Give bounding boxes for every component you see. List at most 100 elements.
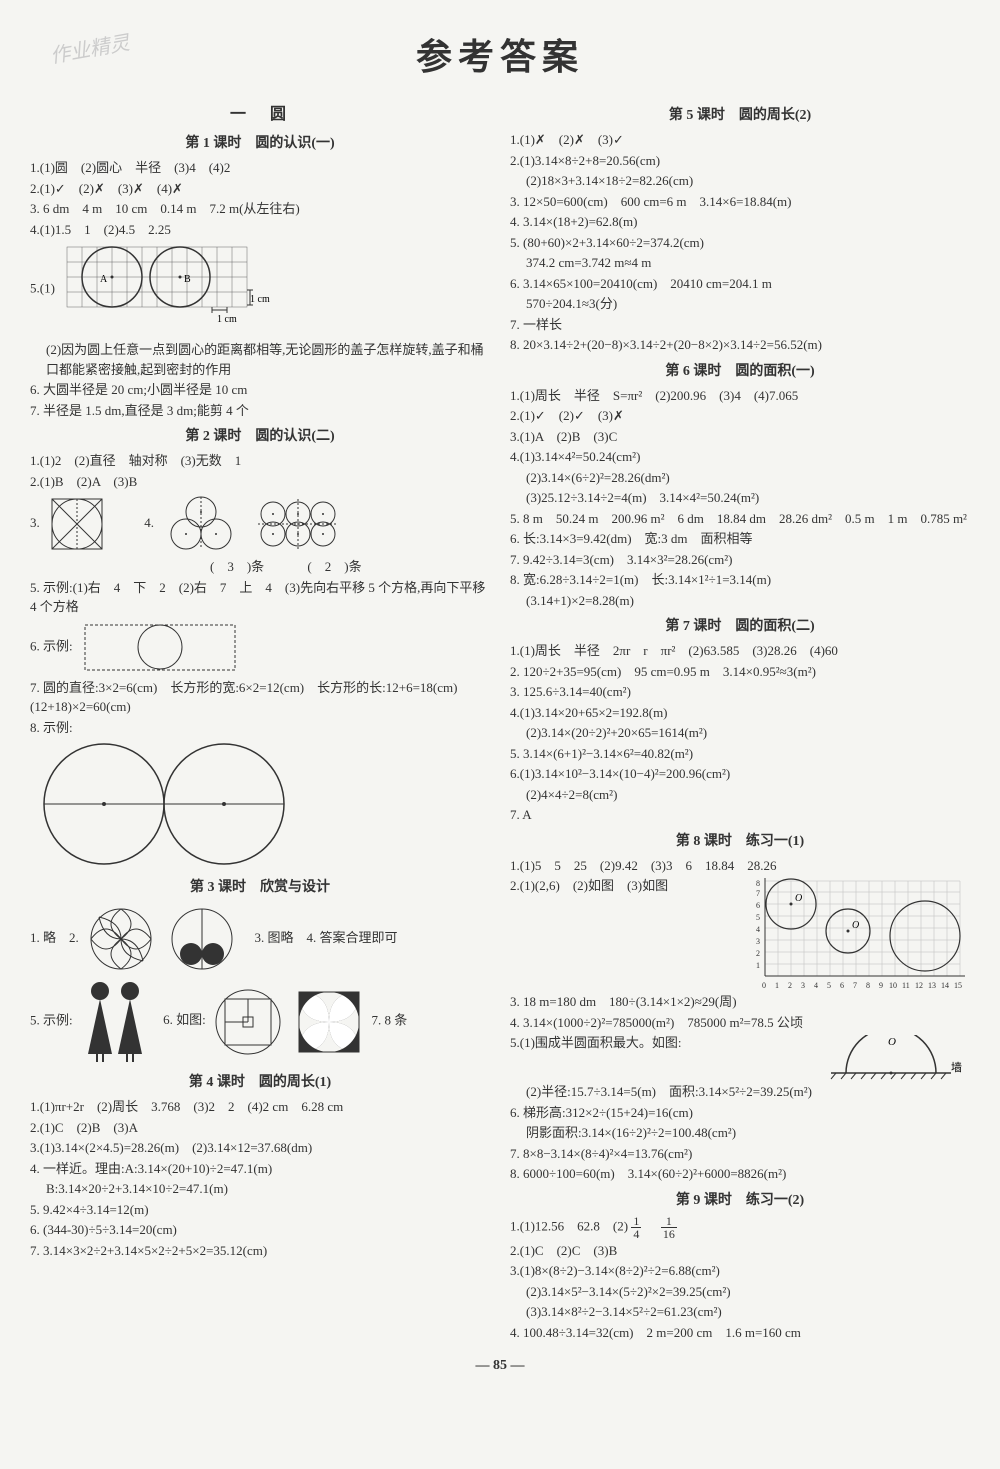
heart-circle-figure xyxy=(167,904,237,974)
svg-text:6: 6 xyxy=(756,901,760,910)
lesson-5-title: 第 5 课时 圆的周长(2) xyxy=(510,105,970,126)
text-line: 6. 3.14×65×100=20410(cm) 20410 cm=204.1 … xyxy=(510,274,970,294)
text-line: (2)半径:15.7÷3.14=5(m) 面积:3.14×5²÷2=39.25(… xyxy=(510,1082,970,1102)
svg-text:6: 6 xyxy=(840,981,844,990)
two-circles-figure xyxy=(34,739,294,869)
text-line: (2)因为圆上任意一点到圆心的距离都相等,无论圆形的盖子怎样旋转,盖子和桶口都能… xyxy=(30,340,490,379)
text-line: 374.2 cm=3.742 m≈4 m xyxy=(510,253,970,273)
text-line: 7. 8×8−3.14×(8÷4)²×4=13.76(cm²) xyxy=(510,1144,970,1164)
text-line: 2. 120÷2+35=95(cm) 95 cm=0.95 m 3.14×0.9… xyxy=(510,662,970,682)
text-line: 8. 宽:6.28÷3.14÷2=1(m) 长:3.14×1²÷1=3.14(m… xyxy=(510,570,970,590)
point-label: B xyxy=(184,274,191,285)
fraction: 116 xyxy=(661,1215,677,1240)
text-line: 3. 125.6÷3.14=40(cm²) xyxy=(510,682,970,702)
label: 5. 示例: xyxy=(30,1012,73,1027)
text-line: 4.(1)3.14×20+65×2=192.8(m) xyxy=(510,703,970,723)
text-line: 1.(1)2 (2)直径 轴对称 (3)无数 1 xyxy=(30,451,490,471)
text-line: 1.(1)12.56 62.8 (2) 14 116 xyxy=(510,1215,970,1240)
text-line: 4. 一样近。理由:A:3.14×(20+10)÷2=47.1(m) xyxy=(30,1159,490,1179)
text-line: 6. (344-30)÷5÷3.14=20(cm) xyxy=(30,1220,490,1240)
text-line: 6. 示例: xyxy=(30,618,490,677)
svg-text:O: O xyxy=(888,1036,896,1048)
text-line: 4.(1)3.14×4²=50.24(cm²) xyxy=(510,447,970,467)
svg-text:9: 9 xyxy=(879,981,883,990)
svg-text:7: 7 xyxy=(853,981,857,990)
text-line: 5. (80+60)×2+3.14×60÷2=374.2(cm) xyxy=(510,233,970,253)
svg-text:10: 10 xyxy=(889,981,897,990)
flower-figure xyxy=(86,904,156,974)
lesson-1-title: 第 1 课时 圆的认识(一) xyxy=(30,133,490,154)
label: 6. 示例: xyxy=(30,638,73,653)
unit-title: 一 圆 xyxy=(30,103,490,127)
grid-circles-figure: A B 1 cm 1 cm xyxy=(62,242,272,337)
label: 2.(1)(2,6) (2)如图 (3)如图 xyxy=(510,876,668,896)
text-line: 7. 3.14×3×2÷2+3.14×5×2÷2+5×2=35.12(cm) xyxy=(30,1241,490,1261)
page-title: 参考答案 xyxy=(30,30,970,84)
text-line: 3.(1)3.14×(2×4.5)=28.26(m) (2)3.14×12=37… xyxy=(30,1138,490,1158)
text-line: 7. 9.42÷3.14=3(cm) 3.14×3²=28.26(cm²) xyxy=(510,550,970,570)
text-line: 6. 大圆半径是 20 cm;小圆半径是 10 cm xyxy=(30,380,490,400)
three-circles-figure xyxy=(161,494,241,554)
label: 6. 如图: xyxy=(163,1012,206,1027)
svg-text:墙: 墙 xyxy=(951,1060,962,1074)
square-circle-inscribed xyxy=(213,987,283,1057)
right-column: 第 5 课时 圆的周长(2) 1.(1)✗ (2)✗ (3)✓ 2.(1)3.1… xyxy=(510,99,970,1343)
svg-text:1: 1 xyxy=(775,981,779,990)
text-line: 6. 梯形高:312×2÷(15+24)=16(cm) xyxy=(510,1103,970,1123)
text-line: 5. 8 m 50.24 m 200.96 m² 6 dm 18.84 dm 2… xyxy=(510,509,970,529)
text-line: 3. 6 dm 4 m 10 cm 0.14 m 7.2 m(从左往右) xyxy=(30,199,490,219)
text-line: 3. 12×50=600(cm) 600 cm=6 m 3.14×6=18.84… xyxy=(510,192,970,212)
circle-rect-figure xyxy=(80,620,240,675)
svg-text:2: 2 xyxy=(788,981,792,990)
text-line: 2.(1)B (2)A (3)B xyxy=(30,472,490,492)
figure-row: 1. 略 2. 3 xyxy=(30,902,490,976)
label: 1.(1)12.56 62.8 (2) xyxy=(510,1218,628,1233)
text-line: 2.(1)C (2)C (3)B xyxy=(510,1241,970,1261)
text-line: 3. 18 m=180 dm 180÷(3.14×1×2)≈29(周) xyxy=(510,992,970,1012)
svg-text:4: 4 xyxy=(814,981,818,990)
text-line: (3.14+1)×2=8.28(m) xyxy=(510,591,970,611)
lesson-6-title: 第 6 课时 圆的面积(一) xyxy=(510,361,970,382)
svg-text:O: O xyxy=(852,920,859,931)
text-line: 1.(1)圆 (2)圆心 半径 (3)4 (4)2 xyxy=(30,158,490,178)
semicircle-wall-figure: O 墙 xyxy=(826,1035,966,1080)
text-line: 5.(1) A B 1 cm xyxy=(30,240,490,339)
point-label: A xyxy=(100,274,108,285)
lesson-8-title: 第 8 课时 练习一(1) xyxy=(510,831,970,852)
text-line: 2.(1)✓ (2)✓ (3)✗ xyxy=(510,406,970,426)
figure-row: 3. 4. xyxy=(30,492,490,556)
text-line: 5.(1)围成半圆面积最大。如图: O 墙 xyxy=(510,1033,970,1053)
text-line: 5. 示例:(1)右 4 下 2 (2)右 7 上 4 (3)先向右平移 5 个… xyxy=(30,578,490,617)
text-line: (2)18×3+3.14×18÷2=82.26(cm) xyxy=(510,171,970,191)
dim-label: 1 cm xyxy=(250,294,270,305)
six-circles-figure xyxy=(253,494,343,554)
text-line: 7. 半径是 1.5 dm,直径是 3 dm;能剪 4 个 xyxy=(30,401,490,421)
svg-text:O: O xyxy=(795,893,802,904)
four-leaf-figure xyxy=(294,987,364,1057)
label: 5.(1) xyxy=(30,280,55,295)
page-number: — 85 — xyxy=(30,1355,970,1376)
text-line: 阴影面积:3.14×(16÷2)²÷2=100.48(cm²) xyxy=(510,1123,970,1143)
caption-row: ( 3 )条 ( 2 )条 xyxy=(30,557,490,577)
svg-text:15: 15 xyxy=(954,981,962,990)
svg-text:4: 4 xyxy=(756,925,760,934)
lesson-2-title: 第 2 课时 圆的认识(二) xyxy=(30,426,490,447)
label: 4. xyxy=(144,515,154,530)
text-line: (3)3.14×8²÷2−3.14×5²÷2=61.23(cm²) xyxy=(510,1302,970,1322)
label: 1. 略 2. xyxy=(30,930,79,945)
text-line: 8. 20×3.14÷2+(20−8)×3.14÷2+(20−8×2)×3.14… xyxy=(510,335,970,355)
text-line: 2.(1)(2,6) (2)如图 (3)如图 xyxy=(510,876,970,991)
text-line: 7. A xyxy=(510,805,970,825)
label: 8. 示例: xyxy=(30,720,73,735)
text-line: (2)3.14×(6÷2)²=28.26(dm²) xyxy=(510,468,970,488)
svg-text:11: 11 xyxy=(902,981,910,990)
svg-text:13: 13 xyxy=(928,981,936,990)
svg-text:12: 12 xyxy=(915,981,923,990)
svg-text:14: 14 xyxy=(941,981,949,990)
svg-text:1: 1 xyxy=(756,961,760,970)
svg-text:3: 3 xyxy=(756,937,760,946)
text-line: (2)4×4÷2=8(cm²) xyxy=(510,785,970,805)
text-line: 3.(1)A (2)B (3)C xyxy=(510,427,970,447)
text-line: B:3.14×20÷2+3.14×10÷2=47.1(m) xyxy=(30,1179,490,1199)
text-line: 4. 3.14×(18+2)=62.8(m) xyxy=(510,212,970,232)
